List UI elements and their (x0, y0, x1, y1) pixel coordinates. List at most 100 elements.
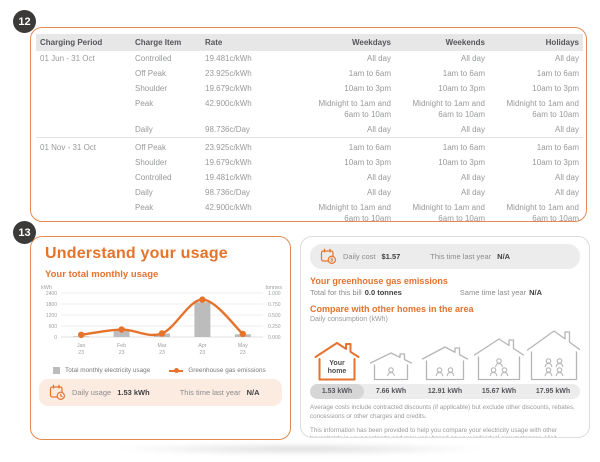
weekends-cell: All day (460, 188, 485, 197)
ghg-summary-row: Total for this bill 0.0 tonnes Same time… (310, 288, 580, 297)
cost-last-year-label: This time last year (430, 252, 492, 261)
svg-text:600: 600 (49, 324, 58, 330)
svg-text:May: May (238, 343, 248, 349)
home-value: 17.95 kWh (535, 388, 571, 395)
svg-text:1800: 1800 (46, 302, 57, 308)
calendar-dollar-icon: $ (320, 248, 337, 265)
table-row: Daily 98.736c/Day All day All day All da… (36, 122, 583, 138)
weekends-cell: All day (460, 125, 485, 134)
usage-panel: Understand your usage Your total monthly… (30, 236, 291, 440)
holidays-cell: All day (554, 173, 579, 182)
usage-last-year-value: N/A (246, 388, 260, 397)
homes-values-band: 1.53 kWh 7.66 kWh 12.91 kWh 15.67 kWh 17.95 … (310, 384, 580, 399)
rate-group-1: 01 Jun - 31 Oct Controlled 19.481c/kWh A… (36, 51, 583, 138)
header-weekdays: Weekdays (301, 34, 395, 51)
bar-legend-swatch (53, 367, 60, 374)
charge-item: Off Peak (135, 69, 166, 78)
table-row: Shoulder 19.679c/kWh 10am to 3pm 10am to… (36, 81, 583, 96)
charge-item: Peak (135, 99, 154, 108)
charge-item: Peak (135, 203, 154, 212)
svg-text:1200: 1200 (46, 313, 57, 319)
home-icon-2-persons (421, 346, 469, 381)
svg-text:home: home (328, 368, 347, 375)
charging-period: 01 Nov - 31 Oct (36, 137, 131, 226)
header-rate: Rate (201, 34, 301, 51)
weekends-cell: 1am to 6am (395, 137, 489, 155)
legend-label-emissions: Greenhouse gas emissions (188, 367, 266, 374)
svg-text:23: 23 (119, 350, 125, 356)
svg-text:23: 23 (240, 350, 246, 356)
svg-text:$: $ (330, 258, 333, 264)
svg-text:23: 23 (78, 350, 84, 356)
weekdays-cell: 10am to 3pm (344, 84, 391, 93)
header-weekends: Weekends (395, 34, 489, 51)
usage-title: Understand your usage (45, 245, 228, 262)
charges-table-panel: Charging Period Charge Item Rate Weekday… (30, 27, 587, 226)
home-comparison-item (418, 345, 472, 381)
home-comparison-item (526, 329, 580, 381)
svg-text:0.750: 0.750 (268, 302, 281, 308)
weekdays-cell: All day (366, 125, 391, 134)
charging-period: 01 Jun - 31 Oct (40, 54, 95, 63)
comparison-panel: $ Daily cost $1.57 This time last year N… (300, 236, 590, 438)
section-12-badge: 12 (13, 10, 36, 33)
home-value-cell: 17.95 kWh (526, 384, 580, 399)
svg-text:Apr: Apr (198, 343, 206, 349)
weekdays-cell: 1am to 6am (348, 69, 391, 78)
compare-title: Compare with other homes in the area (310, 304, 474, 314)
weekends-cell: All day (460, 173, 485, 182)
rate-value: 23.925c/kWh (201, 137, 301, 155)
holidays-cell: 10am to 3pm (532, 158, 579, 167)
home-icon-1-persons (369, 352, 413, 381)
svg-text:tonnes: tonnes (265, 285, 282, 291)
home-value-cell: 15.67 kWh (472, 384, 526, 399)
svg-text:1.000: 1.000 (268, 291, 281, 297)
fineprint-discounts: Average costs include contracted discoun… (310, 404, 575, 420)
charge-item: Controlled (135, 54, 172, 63)
weekdays-cell: 10am to 3pm (344, 158, 391, 167)
ghg-total-label: Total for this bill (310, 288, 362, 297)
table-row: Peak 42.900c/kWh Midnight to 1am and 6am… (36, 200, 583, 226)
rate-value: 23.925c/kWh (205, 69, 252, 78)
svg-text:23: 23 (159, 350, 165, 356)
daily-cost-value: $1.57 (381, 252, 401, 261)
weekends-cell: All day (460, 54, 485, 63)
table-row: Shoulder 19.679c/kWh 10am to 3pm 10am to… (36, 155, 583, 170)
rates-table: Charging Period Charge Item Rate Weekday… (36, 34, 583, 226)
charge-item: Daily (135, 125, 153, 134)
home-comparison-item: Your home (310, 341, 364, 381)
weekends-cell: Midnight to 1am and 6am to 10am (412, 99, 486, 119)
svg-text:0.250: 0.250 (268, 324, 281, 330)
charge-item: Off Peak (131, 137, 201, 155)
charge-item: Controlled (135, 173, 172, 182)
table-row: Controlled 19.481c/kWh All day All day A… (36, 170, 583, 185)
line-legend-marker (169, 367, 184, 374)
monthly-usage-chart: kWh tonnes 2400 1.000 1800 0.750 1200 0.500 600 0… (41, 285, 282, 356)
rate-value: 42.900c/kWh (205, 203, 252, 212)
daily-usage-value: 1.53 kWh (117, 388, 150, 397)
home-value: 1.53 kWh (321, 388, 353, 395)
rate-value: 19.481c/kWh (205, 54, 252, 63)
header-charge-item: Charge Item (131, 34, 201, 51)
home-icon-4-persons (526, 330, 580, 381)
table-row: Off Peak 23.925c/kWh 1am to 6am 1am to 6… (36, 66, 583, 81)
home-value: 12.91 kWh (427, 388, 463, 395)
rate-group-2: 01 Nov - 31 Oct Off Peak 23.925c/kWh 1am… (36, 137, 583, 226)
ghg-last-year-label: Same time last year (459, 288, 527, 297)
svg-text:kWh: kWh (41, 285, 52, 291)
compare-subtitle: Daily consumption (kWh) (310, 316, 388, 323)
chart-legend: Total monthly electricity usage Greenhou… (53, 367, 282, 374)
table-row: 01 Nov - 31 Oct Off Peak 23.925c/kWh 1am… (36, 137, 583, 226)
weekends-cell: 10am to 3pm (438, 158, 485, 167)
weekdays-cell: 1am to 6am (301, 137, 395, 155)
rate-value: 19.679c/kWh (205, 158, 252, 167)
weekdays-cell: All day (366, 188, 391, 197)
svg-text:23: 23 (200, 350, 206, 356)
holidays-cell: 1am to 6am (536, 69, 579, 78)
page-shadow (110, 443, 490, 455)
home-value: 15.67 kWh (481, 388, 517, 395)
table-row: Peak 42.900c/kWh Midnight to 1am and 6am… (36, 96, 583, 122)
weekends-cell: 10am to 3pm (438, 84, 485, 93)
